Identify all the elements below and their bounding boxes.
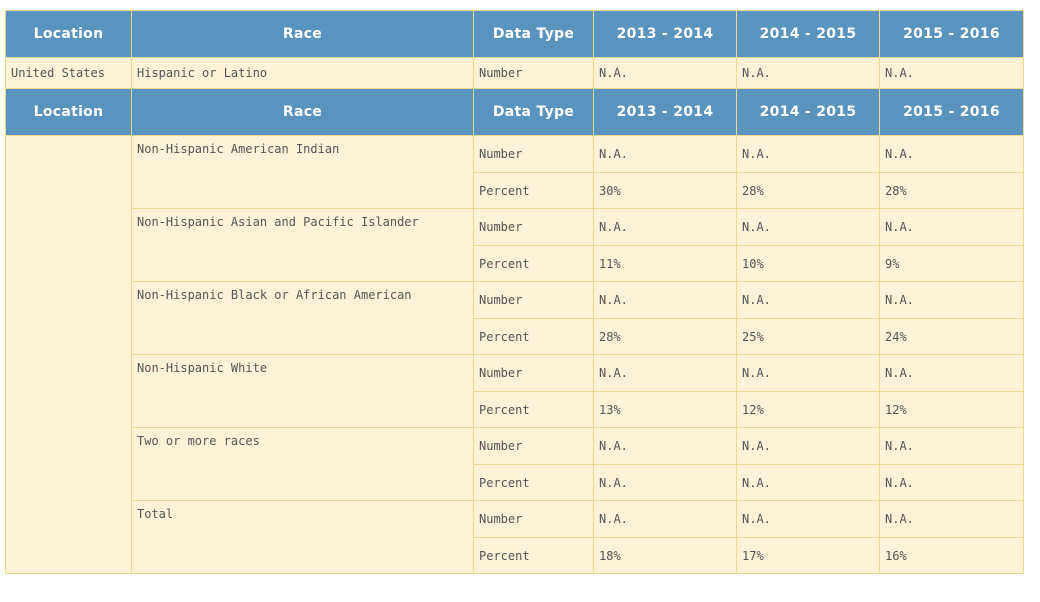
data-type-cell: Percent (473, 245, 594, 282)
value-cell: N.A. (879, 500, 1024, 538)
header-year-2015-2016[interactable]: 2015 - 2016 (879, 88, 1024, 136)
data-type-cell: Number (473, 57, 594, 89)
value-cell: N.A. (736, 427, 880, 465)
data-type-cell: Number (473, 427, 594, 465)
value-cell: 18% (593, 537, 737, 574)
header-year-2015-2016[interactable]: 2015 - 2016 (879, 10, 1024, 58)
header-location[interactable]: Location (5, 10, 132, 58)
race-cell: Non-Hispanic Black or African American (131, 281, 474, 355)
value-cell: N.A. (593, 135, 737, 173)
value-cell: 28% (593, 318, 737, 355)
race-cell: Two or more races (131, 427, 474, 501)
value-cell: 10% (736, 245, 880, 282)
race-cell: Total (131, 500, 474, 574)
value-cell: 24% (879, 318, 1024, 355)
data-type-cell: Number (473, 208, 594, 246)
race-cell: Non-Hispanic American Indian (131, 135, 474, 209)
value-cell: N.A. (879, 208, 1024, 246)
value-cell: 25% (736, 318, 880, 355)
data-type-cell: Percent (473, 172, 594, 209)
header-row: Location Race Data Type 2013 - 2014 2014… (5, 10, 1024, 58)
value-cell: 13% (593, 391, 737, 428)
value-cell: N.A. (736, 500, 880, 538)
value-cell: N.A. (593, 427, 737, 465)
header-year-2014-2015[interactable]: 2014 - 2015 (736, 10, 880, 58)
table-row: Non-Hispanic American Indian Number N.A.… (5, 135, 1024, 574)
value-cell: N.A. (736, 464, 880, 501)
data-type-cell: Percent (473, 464, 594, 501)
value-cell: 30% (593, 172, 737, 209)
data-type-cell: Percent (473, 318, 594, 355)
value-cell: N.A. (736, 354, 880, 392)
value-cell: 11% (593, 245, 737, 282)
table-row: Two or more races Number N.A. N.A. N.A. (6, 427, 1024, 501)
table-row: United States Hispanic or Latino Number … (5, 57, 1024, 89)
header-data-type[interactable]: Data Type (473, 10, 594, 58)
header-location[interactable]: Location (5, 88, 132, 136)
value-cell: N.A. (879, 427, 1024, 465)
table-row: Total Number N.A. N.A. N.A. (6, 500, 1024, 574)
header-data-type[interactable]: Data Type (473, 88, 594, 136)
value-cell: N.A. (736, 135, 880, 173)
value-cell: 12% (736, 391, 880, 428)
value-cell: 16% (879, 537, 1024, 574)
value-cell: 17% (736, 537, 880, 574)
value-cell: N.A. (593, 57, 737, 89)
value-cell: N.A. (879, 464, 1024, 501)
value-cell: N.A. (593, 464, 737, 501)
data-type-cell: Number (473, 500, 594, 538)
race-cell: Non-Hispanic Asian and Pacific Islander (131, 208, 474, 282)
value-cell: N.A. (736, 208, 880, 246)
value-cell: N.A. (593, 281, 737, 319)
value-cell: N.A. (879, 57, 1024, 89)
data-type-cell: Percent (473, 537, 594, 574)
value-cell: N.A. (593, 500, 737, 538)
data-type-cell: Number (473, 135, 594, 173)
table-row: Percent N.A. N.A. N.A. (6, 464, 1024, 501)
value-cell: 28% (879, 172, 1024, 209)
header-year-2013-2014[interactable]: 2013 - 2014 (593, 10, 737, 58)
header-row: Location Race Data Type 2013 - 2014 2014… (5, 88, 1024, 136)
value-cell: N.A. (736, 281, 880, 319)
header-year-2014-2015[interactable]: 2014 - 2015 (736, 88, 880, 136)
table-row: Percent 13% 12% 12% (6, 391, 1024, 428)
data-type-cell: Number (473, 354, 594, 392)
value-cell: 28% (736, 172, 880, 209)
header-year-2013-2014[interactable]: 2013 - 2014 (593, 88, 737, 136)
value-cell: 12% (879, 391, 1024, 428)
data-type-cell: Number (473, 281, 594, 319)
table-row: Percent 30% 28% 28% (6, 172, 1024, 209)
value-cell: N.A. (593, 354, 737, 392)
data-table: Location Race Data Type 2013 - 2014 2014… (5, 10, 1024, 574)
value-cell: N.A. (879, 135, 1024, 173)
data-type-cell: Percent (473, 391, 594, 428)
race-cell: Hispanic or Latino (131, 57, 474, 89)
table-row: Percent 28% 25% 24% (6, 318, 1024, 355)
location-cell: United States (5, 57, 132, 89)
table-row: Percent 18% 17% 16% (6, 537, 1024, 574)
table-row: Non-Hispanic Asian and Pacific Islander … (6, 208, 1024, 282)
value-cell: 9% (879, 245, 1024, 282)
header-race[interactable]: Race (131, 88, 474, 136)
table-row: Percent 11% 10% 9% (6, 245, 1024, 282)
race-cell: Non-Hispanic White (131, 354, 474, 428)
value-cell: N.A. (879, 281, 1024, 319)
header-race[interactable]: Race (131, 10, 474, 58)
location-cell (5, 135, 132, 574)
table-row: Non-Hispanic Black or African American N… (6, 281, 1024, 355)
value-cell: N.A. (879, 354, 1024, 392)
table-row: Non-Hispanic White Number N.A. N.A. N.A. (6, 354, 1024, 428)
value-cell: N.A. (736, 57, 880, 89)
value-cell: N.A. (593, 208, 737, 246)
